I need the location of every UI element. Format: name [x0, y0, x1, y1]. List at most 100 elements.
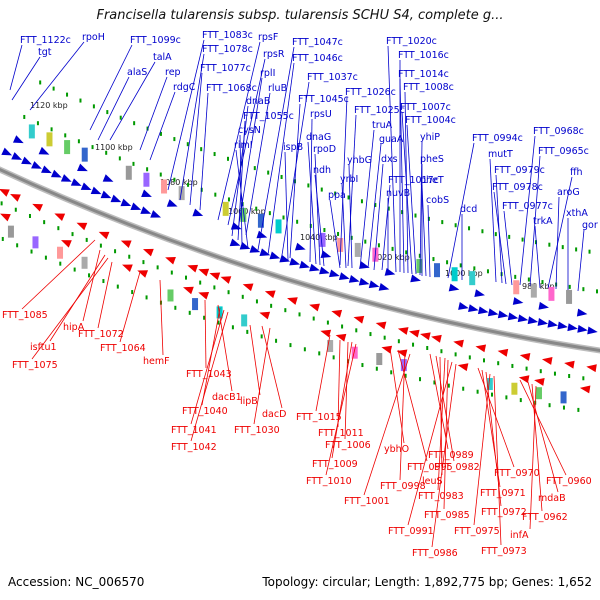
reverse-leader-line	[531, 383, 543, 512]
forward-leader-line	[235, 149, 249, 249]
reverse-gene-arrow	[331, 309, 343, 318]
forward-gene-arrow	[90, 186, 102, 195]
ring-tick	[131, 290, 134, 295]
forward-gene-arrow	[279, 254, 291, 263]
reverse-leader-line	[253, 327, 271, 425]
kbp-tick-label: 980 kbp	[522, 282, 555, 291]
forward-gene-label: rep	[165, 67, 181, 78]
reverse-leader-line	[493, 375, 502, 546]
ring-tick	[241, 294, 244, 299]
ring-tick	[187, 182, 190, 187]
ring-tick	[341, 324, 344, 329]
cog-block	[351, 346, 358, 359]
forward-leader-line	[11, 56, 41, 101]
forward-gene-arrow	[259, 248, 271, 257]
reverse-gene-arrow	[10, 194, 21, 202]
reverse-leader-line	[431, 363, 457, 548]
cog-block	[434, 263, 441, 278]
reverse-gene-arrow	[122, 264, 133, 272]
forward-gene-label: nuvB	[386, 188, 410, 199]
ring-tick	[77, 139, 80, 144]
ring-tick	[401, 210, 404, 215]
reverse-gene-label: FTT_1064	[100, 343, 146, 354]
cog-block	[32, 236, 39, 249]
cog-block	[81, 256, 88, 269]
ring-tick	[156, 265, 159, 270]
ring-tick	[582, 287, 585, 292]
ring-tick	[326, 320, 329, 325]
forward-gene-label: FTT_1004c	[405, 115, 456, 126]
ring-tick	[350, 235, 353, 240]
reverse-gene-label: infA	[510, 530, 529, 541]
cog-block	[354, 242, 361, 257]
reverse-leader-line	[439, 356, 443, 476]
forward-leader-line	[387, 45, 397, 273]
reverse-gene-arrow	[497, 348, 509, 357]
reverse-leader-line	[82, 249, 101, 322]
cog-block	[275, 219, 282, 234]
reverse-leader-line	[201, 307, 221, 406]
forward-leader-line	[167, 39, 205, 191]
forward-gene-arrow	[141, 189, 152, 197]
forward-gene-label: FTT_1017c	[388, 175, 439, 186]
ring-tick	[79, 98, 82, 103]
reverse-gene-arrow	[320, 329, 332, 338]
forward-leader-line	[89, 44, 133, 131]
forward-leader-line	[179, 53, 205, 201]
forward-leader-line	[227, 58, 266, 226]
ring-tick	[43, 220, 46, 225]
ring-tick	[427, 216, 430, 221]
ring-tick	[459, 263, 462, 268]
ring-tick	[505, 395, 508, 400]
forward-leader-line	[367, 143, 382, 269]
cog-block	[7, 225, 14, 238]
ring-tick	[282, 215, 285, 220]
backbone-shadow	[0, 166, 600, 354]
forward-gene-arrow	[329, 269, 340, 278]
ring-tick	[227, 197, 230, 202]
forward-gene-arrow	[41, 165, 52, 174]
forward-gene-label: guaA	[379, 134, 404, 145]
cog-block	[81, 147, 88, 162]
forward-gene-arrow	[378, 282, 390, 291]
forward-gene-arrow	[239, 241, 251, 250]
ring-tick	[119, 115, 122, 120]
ring-tick	[128, 254, 131, 259]
reverse-gene-label: FTT_0970	[494, 468, 540, 479]
forward-leader-line	[489, 158, 497, 283]
forward-leader-line	[577, 229, 585, 292]
forward-leader-line	[339, 96, 348, 266]
ring-tick	[418, 253, 421, 258]
reverse-gene-arrow	[541, 356, 553, 365]
forward-leader-line	[257, 46, 295, 251]
forward-leader-line	[447, 142, 475, 279]
ring-tick	[582, 376, 585, 381]
ring-tick	[57, 226, 60, 231]
forward-gene-arrow	[230, 222, 242, 230]
forward-gene-label: cysN	[238, 125, 261, 136]
forward-leader-line	[289, 103, 301, 259]
ring-tick	[0, 201, 3, 206]
forward-leader-line	[237, 120, 246, 241]
ring-tick	[383, 335, 386, 340]
forward-gene-arrow	[150, 210, 162, 218]
forward-gene-arrow	[537, 318, 549, 326]
forward-gene-arrow	[384, 268, 396, 276]
forward-gene-label: talA	[153, 52, 172, 63]
ring-tick	[596, 289, 599, 294]
reverse-gene-arrow	[397, 327, 409, 335]
ring-tick	[146, 167, 149, 172]
reverse-gene-label: FTT_1085	[2, 310, 48, 321]
accession-label: Accession: NC_006570	[8, 575, 145, 589]
forward-gene-arrow	[567, 323, 578, 332]
forward-leader-line	[9, 44, 23, 91]
reverse-leader-line	[443, 359, 449, 510]
reverse-leader-line	[337, 339, 341, 428]
forward-gene-arrow	[50, 169, 62, 178]
ring-tick	[360, 199, 363, 204]
ring-tick	[255, 299, 258, 304]
ring-tick	[454, 352, 457, 357]
cog-block	[240, 207, 247, 222]
ring-tick	[412, 342, 415, 347]
reverse-leader-line	[325, 343, 357, 476]
